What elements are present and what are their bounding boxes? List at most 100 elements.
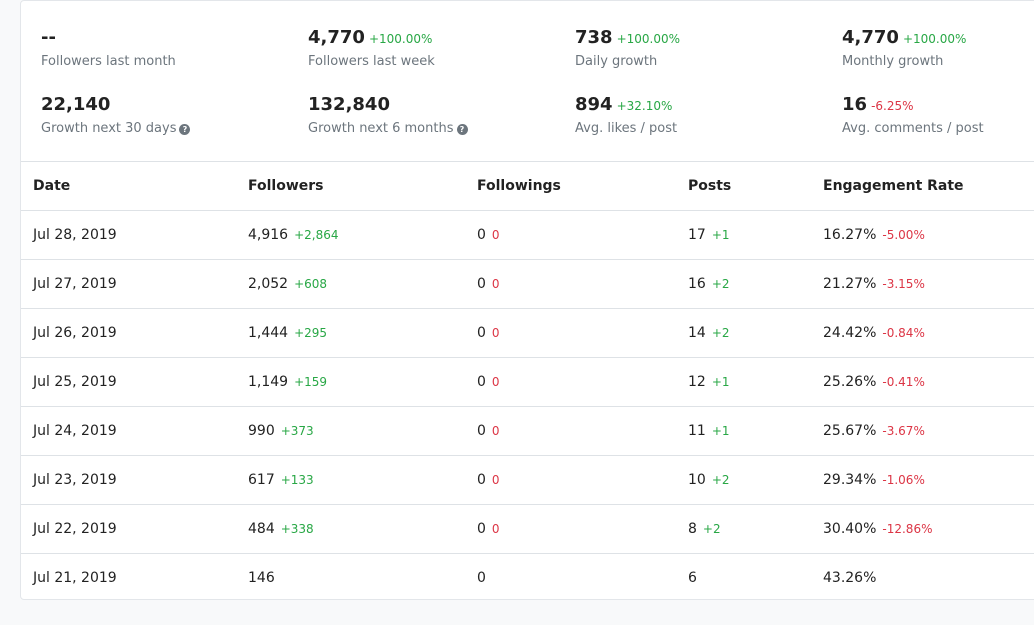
cell-posts-change: +1 <box>711 228 730 242</box>
cell-followers-value: 4,916 <box>248 227 289 243</box>
cell-followings-value: 0 <box>477 472 486 488</box>
cell-engagement-rate-value: 43.26% <box>823 570 877 586</box>
cell-followers: 1,444 +295 <box>236 308 465 358</box>
cell-followings-change: 0 <box>491 326 500 340</box>
cell-posts-value: 10 <box>688 472 706 488</box>
cell-followers: 990 +373 <box>236 406 465 456</box>
cell-engagement-rate: 16.27% -5.00% <box>811 210 1034 260</box>
table-row: Jul 27, 2019 2,052 +608 0 0 16 +2 21.27% -3.15% <box>21 259 1034 309</box>
cell-date-value: Jul 22, 2019 <box>33 521 117 537</box>
cell-followers-value: 1,149 <box>248 374 289 390</box>
cell-followings: 0 <box>465 553 676 599</box>
question-circle-icon[interactable]: ? <box>179 124 191 135</box>
cell-posts-value: 14 <box>688 325 706 341</box>
cell-followings-value: 0 <box>477 374 486 390</box>
cell-posts: 11 +1 <box>676 406 811 456</box>
stat-value: -- <box>41 27 56 48</box>
growth-table: Date Followers Followings Posts Engageme… <box>21 161 1034 599</box>
cell-engagement-rate-value: 25.26% <box>823 374 877 390</box>
cell-followers-value: 617 <box>248 472 275 488</box>
cell-followers: 4,916 +2,864 <box>236 210 465 260</box>
cell-followings-value: 0 <box>477 227 486 243</box>
stat-change: +32.10% <box>616 99 673 113</box>
cell-date-value: Jul 27, 2019 <box>33 276 117 292</box>
cell-followings-change: 0 <box>491 277 500 291</box>
table-row: Jul 28, 2019 4,916 +2,864 0 0 17 +1 16.27% -5.00… <box>21 210 1034 260</box>
stat-value: 4,770 <box>842 27 899 48</box>
cell-followings-value: 0 <box>477 570 486 586</box>
cell-followers-change: +159 <box>294 375 328 389</box>
stat-change: -6.25% <box>871 99 914 113</box>
stat-label: Growth next 30 days <box>41 121 177 136</box>
stat-daily-growth: 738 +100.00% Daily growth <box>575 27 835 71</box>
cell-date: Jul 28, 2019 <box>21 210 236 260</box>
table-row: Jul 24, 2019 990 +373 0 0 11 +1 25.67% -3.67% <box>21 406 1034 456</box>
cell-engagement-rate-value: 21.27% <box>823 276 877 292</box>
cell-posts-value: 11 <box>688 423 706 439</box>
cell-posts-value: 12 <box>688 374 706 390</box>
table-row: Jul 25, 2019 1,149 +159 0 0 12 +1 25.26% -0.41% <box>21 357 1034 407</box>
cell-posts-change: +1 <box>711 375 730 389</box>
cell-engagement-rate-change: -0.84% <box>882 326 925 340</box>
stat-label: Avg. comments / post <box>842 121 984 136</box>
table-row: Jul 21, 2019 146 0 6 43.26% <box>21 553 1034 599</box>
cell-followings-change: 0 <box>491 473 500 487</box>
cell-followers-value: 146 <box>248 570 275 586</box>
cell-posts-value: 17 <box>688 227 706 243</box>
cell-date: Jul 24, 2019 <box>21 406 236 456</box>
stat-label: Monthly growth <box>842 54 944 69</box>
stat-growth-next-30-days: 22,140 Growth next 30 days? <box>41 94 301 138</box>
stat-followers-last-week: 4,770 +100.00% Followers last week <box>308 27 568 71</box>
stat-change: +100.00% <box>368 32 433 46</box>
table-row: Jul 23, 2019 617 +133 0 0 10 +2 29.34% -1.06% <box>21 455 1034 505</box>
cell-followers: 1,149 +159 <box>236 357 465 407</box>
cell-followers: 146 <box>236 553 465 599</box>
stat-label: Growth next 6 months <box>308 121 454 136</box>
cell-engagement-rate-change: -1.06% <box>882 473 925 487</box>
cell-posts: 8 +2 <box>676 504 811 554</box>
stat-monthly-growth: 4,770 +100.00% Monthly growth <box>842 27 1034 71</box>
cell-followings-value: 0 <box>477 423 486 439</box>
cell-posts: 12 +1 <box>676 357 811 407</box>
cell-engagement-rate: 24.42% -0.84% <box>811 308 1034 358</box>
cell-followers: 484 +338 <box>236 504 465 554</box>
column-header-followings: Followings <box>465 161 676 211</box>
stat-change: +100.00% <box>616 32 681 46</box>
cell-posts: 6 <box>676 553 811 599</box>
cell-followings-change: 0 <box>491 375 500 389</box>
cell-posts-change: +2 <box>711 277 730 291</box>
cell-engagement-rate-change: -5.00% <box>882 228 925 242</box>
cell-followers-change: +2,864 <box>294 228 339 242</box>
cell-posts-value: 6 <box>688 570 697 586</box>
cell-engagement-rate-change: -12.86% <box>882 522 933 536</box>
cell-posts-value: 8 <box>688 521 697 537</box>
cell-followings-change: 0 <box>491 228 500 242</box>
table-row: Jul 26, 2019 1,444 +295 0 0 14 +2 24.42% -0.84% <box>21 308 1034 358</box>
cell-followers-change: +295 <box>294 326 328 340</box>
stat-avg-likes: 894 +32.10% Avg. likes / post <box>575 94 835 138</box>
cell-followers: 2,052 +608 <box>236 259 465 309</box>
cell-engagement-rate: 43.26% <box>811 553 1034 599</box>
stats-grid: -- Followers last month 4,770 +100.00% Fo… <box>21 1 1034 161</box>
cell-followings-value: 0 <box>477 325 486 341</box>
question-circle-icon[interactable]: ? <box>456 124 468 135</box>
cell-date: Jul 23, 2019 <box>21 455 236 505</box>
cell-followings-change: 0 <box>491 424 500 438</box>
cell-followers-change: +608 <box>294 277 328 291</box>
cell-followings-value: 0 <box>477 276 486 292</box>
stat-value: 738 <box>575 27 613 48</box>
cell-posts: 10 +2 <box>676 455 811 505</box>
stat-label: Avg. likes / post <box>575 121 678 136</box>
stat-value: 894 <box>575 94 613 115</box>
cell-date-value: Jul 21, 2019 <box>33 570 117 586</box>
cell-engagement-rate-value: 30.40% <box>823 521 877 537</box>
cell-engagement-rate-value: 16.27% <box>823 227 877 243</box>
cell-engagement-rate-value: 29.34% <box>823 472 877 488</box>
cell-engagement-rate-change: -3.67% <box>882 424 925 438</box>
cell-followers-value: 484 <box>248 521 275 537</box>
cell-posts-value: 16 <box>688 276 706 292</box>
cell-date: Jul 27, 2019 <box>21 259 236 309</box>
